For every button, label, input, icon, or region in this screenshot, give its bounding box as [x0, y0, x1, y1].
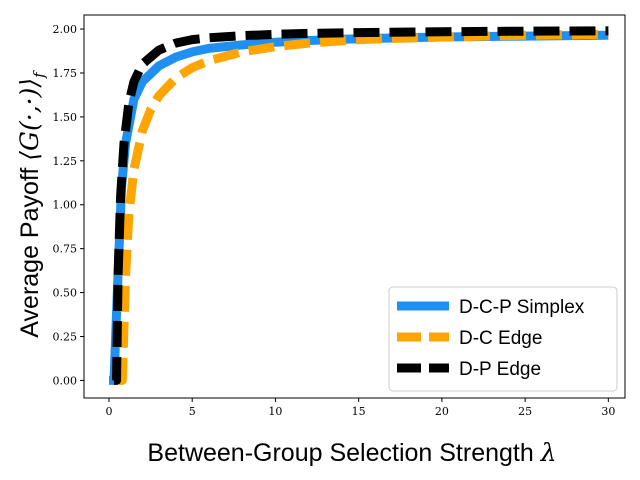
x-tick-label: 20	[435, 405, 449, 418]
legend-label: D-C-P Simplex	[459, 297, 585, 318]
x-axis-label-symbol: λ	[540, 438, 557, 467]
plot-frame	[83, 14, 626, 399]
axis-ticks: 0 5 10 15 20 25 30 0.00 0.25 0.50 0.75 1.00 1.25 1.50…	[53, 23, 616, 418]
y-tick-label: 1.00	[53, 199, 78, 212]
x-axis-label-text: Between-Group Selection Strength	[147, 439, 540, 467]
x-axis-label: Between-Group Selection Strength λ	[147, 438, 556, 467]
legend-label: D-C Edge	[459, 328, 542, 349]
y-tick-label: 2.00	[53, 23, 78, 36]
y-axis-label-subscript: f	[30, 70, 48, 79]
y-axis-label-text: Average Payoff	[16, 161, 44, 338]
y-tick-label: 1.25	[53, 155, 78, 168]
y-tick-label: 0.75	[53, 243, 78, 256]
y-tick-label: 0.50	[53, 287, 78, 300]
x-tick-label: 5	[189, 405, 196, 418]
y-axis-label: Average Payoff ⟨G(·,·)⟩f	[15, 70, 48, 338]
y-tick-label: 0.00	[53, 374, 78, 387]
x-tick-label: 10	[268, 405, 282, 418]
series-line-d-c-edge	[117, 29, 609, 385]
x-tick-label: 15	[352, 405, 366, 418]
legend-label: D-P Edge	[459, 359, 541, 380]
series-lines	[109, 26, 609, 385]
series-line-d-p-edge	[112, 26, 609, 385]
x-tick-label: 0	[105, 405, 112, 418]
y-tick-label: 1.50	[53, 111, 78, 124]
x-tick-label: 25	[518, 405, 532, 418]
legend: D-C-P Simplex D-C Edge D-P Edge	[388, 286, 618, 392]
y-tick-label: 1.75	[53, 67, 78, 80]
y-tick-label: 0.25	[53, 331, 78, 344]
y-axis-label-symbol: ⟨G(·,·)⟩	[15, 78, 44, 161]
x-tick-label: 30	[601, 405, 615, 418]
